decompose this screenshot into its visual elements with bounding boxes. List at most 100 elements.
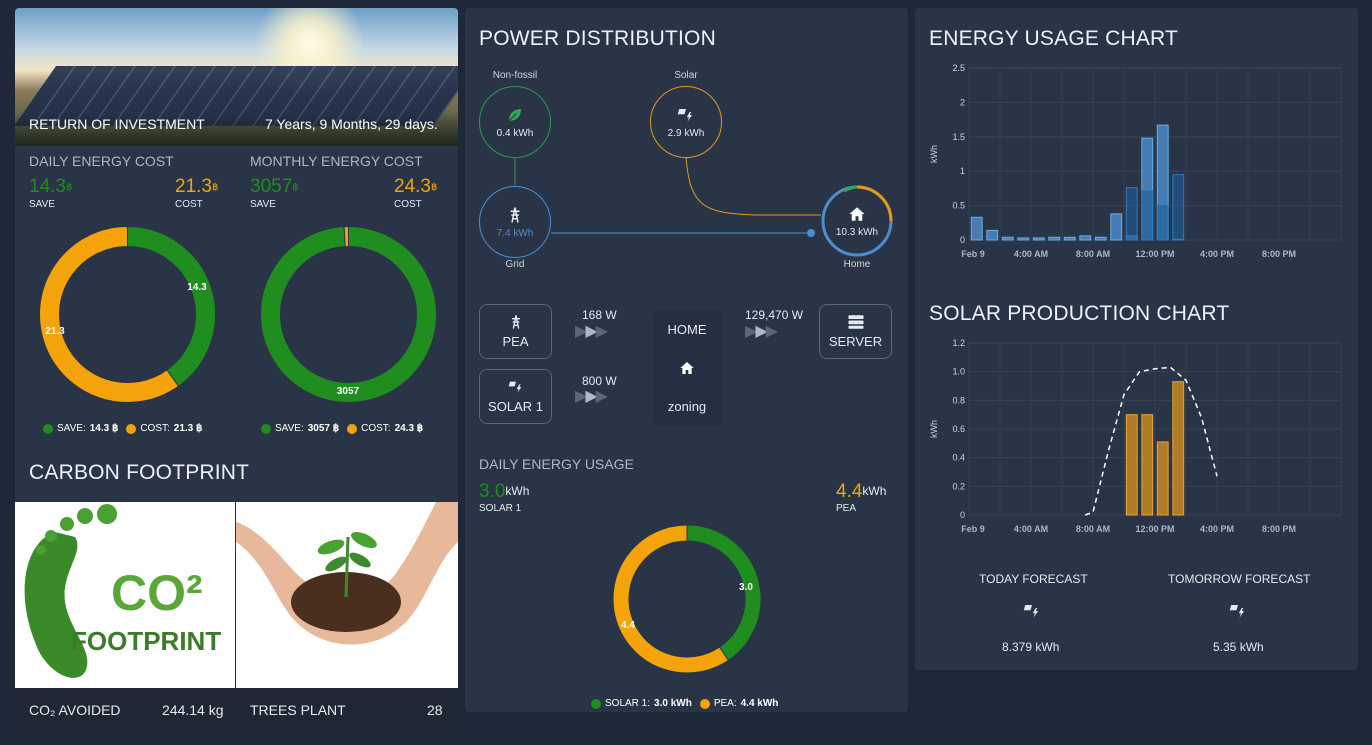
solar-bar[interactable]: [1125, 414, 1138, 516]
y-axis-label: kWh: [929, 145, 939, 163]
energy-bar[interactable]: [986, 229, 999, 241]
daily-usage-solar-label: SOLAR 1: [479, 503, 522, 514]
x-tick-label: 12:00 PM: [1135, 524, 1174, 534]
x-tick-label: Feb 9: [961, 524, 985, 534]
daily-cost-value: 21.3฿: [175, 176, 219, 197]
daily-save-label: SAVE: [29, 199, 55, 210]
energy-bar[interactable]: [1032, 237, 1045, 241]
power-tower-icon: [511, 315, 520, 329]
home-zoning-label: HOME: [667, 321, 707, 337]
monthly-cost-value: 24.3฿: [394, 176, 438, 197]
server-watts: 129,470 W: [745, 308, 804, 322]
daily-usage-donut: 3.0 4.4: [612, 524, 762, 674]
home-node-ring: [821, 185, 893, 257]
zoning-label: zoning: [667, 399, 707, 415]
daily-cost-donut: 14.3 21.3: [39, 225, 216, 403]
daily-cost-label: COST: [175, 199, 203, 210]
left-card: RETURN OF INVESTMENT 7 Years, 9 Months, …: [15, 8, 458, 733]
solar-panel-image: [15, 8, 458, 146]
grid-node[interactable]: 7.4 kWh: [479, 186, 551, 258]
today-forecast-label: TODAY FORECAST: [979, 572, 1088, 586]
solar-power-icon: [508, 381, 521, 393]
solar-label: Solar: [674, 70, 698, 81]
nonfossil-node[interactable]: 0.4 kWh: [479, 86, 551, 158]
donut-slice-save: [260, 225, 437, 403]
home-node[interactable]: 10.3 kWh: [822, 186, 892, 256]
monthly-cost-title: MONTHLY ENERGY COST: [250, 153, 423, 169]
y-tick-label: 1.0: [952, 367, 965, 377]
solar-energy-bar[interactable]: [1141, 189, 1154, 241]
solar-energy-bar[interactable]: [1125, 187, 1138, 241]
solar-bar[interactable]: [1156, 441, 1169, 516]
leaf-icon: [508, 108, 521, 121]
y-tick-label: 1.2: [952, 338, 965, 348]
solar1-button[interactable]: SOLAR 1: [479, 369, 552, 424]
energy-bar[interactable]: [1063, 236, 1076, 241]
monthly-donut-save-label: 3057: [337, 386, 360, 397]
donut-slice-pea: [612, 524, 730, 674]
energy-bar[interactable]: [1001, 236, 1014, 241]
y-tick-label: 0.8: [952, 395, 965, 405]
daily-usage-legend: SOLAR 1: 3.0 kWh PEA: 4.4 kWh: [591, 698, 778, 709]
x-tick-label: Feb 9: [961, 249, 985, 259]
server-button[interactable]: SERVER: [819, 304, 892, 359]
x-tick-label: 8:00 AM: [1076, 524, 1110, 534]
x-tick-label: 8:00 PM: [1262, 249, 1296, 259]
footprint-logo-text: FOOTPRINT: [71, 626, 222, 656]
daily-cost-legend: SAVE: 14.3 ฿ COST: 21.3 ฿: [43, 423, 202, 434]
daily-cost-title: DAILY ENERGY COST: [29, 153, 174, 169]
pea-flow-arrows: ▶▶▶: [575, 323, 608, 340]
solar-energy-bar[interactable]: [1172, 174, 1185, 241]
donut-slice-cost: [39, 225, 180, 403]
x-tick-label: 8:00 PM: [1262, 524, 1296, 534]
y-tick-label: 0.2: [952, 481, 965, 491]
energy-usage-chart: 0 0.5 1 1.5 2 2.5 Feb 9 4:00 AM 8:00 AM 12:00 PM 4…: [929, 63, 1342, 259]
solar-value: 2.9 kWh: [667, 127, 705, 139]
solar1-label: SOLAR 1: [488, 399, 543, 414]
pea-button[interactable]: PEA: [479, 304, 552, 359]
monthly-cost-legend: SAVE: 3057 ฿ COST: 24.3 ฿: [261, 423, 423, 434]
energy-bar[interactable]: [970, 216, 983, 241]
energy-bar[interactable]: [1094, 236, 1107, 241]
charts-card: ENERGY USAGE CHART 0 0.5 1 1.5 2 2.5 Feb 9 4:00…: [915, 8, 1358, 670]
x-tick-label: 12:00 PM: [1135, 249, 1174, 259]
solar-energy-bar[interactable]: [1156, 204, 1169, 241]
x-tick-label: 4:00 AM: [1014, 249, 1048, 259]
home-value: 10.3 kWh: [835, 226, 879, 238]
carbon-stats-bar: [15, 688, 458, 733]
solar-bar[interactable]: [1141, 414, 1154, 516]
energy-bar[interactable]: [1017, 237, 1030, 241]
y-axis-label: kWh: [929, 420, 939, 438]
energy-usage-chart-title: ENERGY USAGE CHART: [929, 27, 1179, 50]
today-forecast-icon: [1023, 605, 1038, 618]
power-flow-lines: [514, 156, 821, 237]
monthly-save-label: SAVE: [250, 199, 276, 210]
solar-bar[interactable]: [1172, 381, 1185, 516]
y-tick-label: 0.6: [952, 424, 965, 434]
server-label: SERVER: [828, 334, 883, 349]
energy-bar[interactable]: [1079, 235, 1092, 241]
solar1-watts: 800 W: [582, 374, 617, 388]
energy-bar[interactable]: [1048, 236, 1061, 241]
roi-value: 7 Years, 9 Months, 29 days.: [265, 116, 438, 132]
usage-donut-pea-label: 4.4: [621, 620, 635, 631]
home-icon: [680, 361, 694, 374]
daily-usage-solar-value: 3.0kWh: [479, 481, 530, 502]
daily-donut-cost-label: 21.3: [45, 326, 65, 337]
monthly-save-value: 3057฿: [250, 176, 299, 197]
energy-bar[interactable]: [1110, 213, 1123, 241]
x-tick-label: 4:00 PM: [1200, 249, 1234, 259]
y-tick-label: 0: [960, 510, 965, 520]
solar-production-chart-title: SOLAR PRODUCTION CHART: [929, 302, 1230, 325]
x-tick-label: 4:00 AM: [1014, 524, 1048, 534]
usage-donut-solar-label: 3.0: [739, 582, 753, 593]
co2-footprint-logo: CO² FOOTPRINT: [15, 502, 235, 688]
solar-node[interactable]: 2.9 kWh: [650, 86, 722, 158]
co2-avoided-value: 244.14 kg: [162, 702, 224, 718]
today-forecast-value: 8.379 kWh: [1002, 640, 1060, 654]
trees-plant-label: TREES PLANT: [250, 702, 346, 718]
y-tick-label: 1: [960, 166, 965, 176]
home-zoning-box[interactable]: HOME zoning: [653, 310, 721, 426]
daily-donut-save-label: 14.3: [187, 282, 207, 293]
solar1-flow-arrows: ▶▶▶: [575, 388, 608, 405]
